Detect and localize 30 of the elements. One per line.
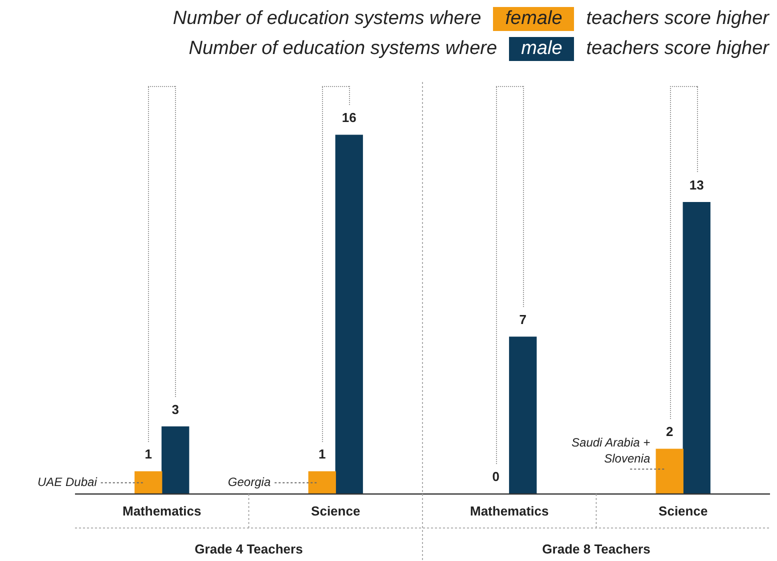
x-tick-label: Science (311, 504, 360, 519)
text: Number of education systems where (172, 8, 482, 29)
data-label: 1 (318, 446, 326, 462)
bar (682, 202, 710, 494)
data-label: 2 (666, 424, 674, 440)
chart-subtitle: teachers score higher (586, 38, 769, 60)
legend-title: Number of education systems where (188, 38, 498, 60)
bar (308, 471, 336, 494)
bar (509, 336, 537, 494)
data-label: 3 (172, 402, 179, 417)
bar (656, 448, 684, 494)
bar (162, 426, 190, 494)
text: female (493, 7, 574, 31)
annotation: Saudi Arabia + Slovenia (572, 435, 650, 466)
x-tick-label: Mathematics (122, 504, 202, 519)
x-tick-label: Science (658, 504, 708, 519)
data-label: 1 (144, 446, 152, 462)
annotation: UAE Dubai (38, 475, 98, 490)
text: Grade 4 Teachers (194, 542, 303, 557)
text: teachers score higher (586, 8, 769, 29)
data-label: 7 (519, 312, 526, 328)
data-label: 13 (689, 177, 704, 192)
annotation: Georgia (228, 475, 271, 490)
bar (134, 471, 162, 494)
text: Grade 8 Teachers (542, 542, 650, 557)
bar (335, 134, 363, 494)
data-label: 0 (492, 469, 500, 484)
data-label: 16 (342, 110, 356, 126)
x-tick-label: Mathematics (470, 504, 549, 519)
text: male (509, 37, 574, 61)
